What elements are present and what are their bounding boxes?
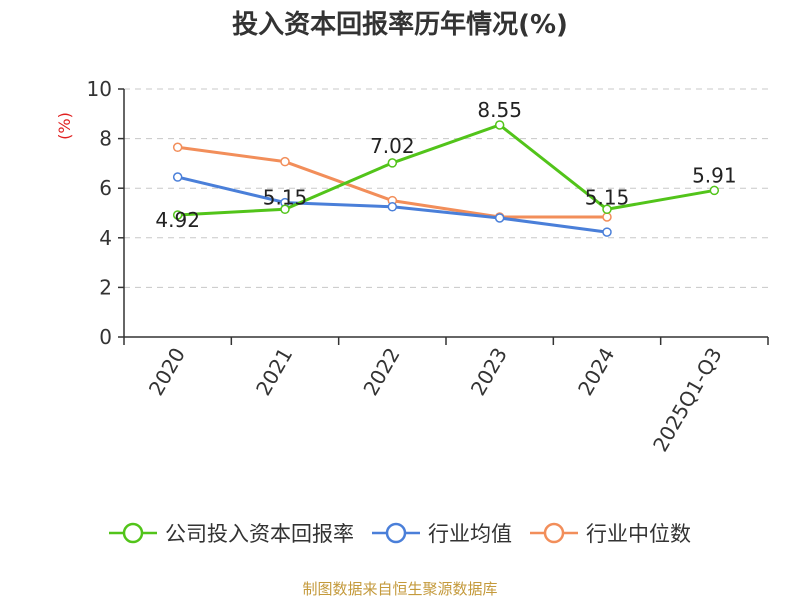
legend-item[interactable]: 公司投入资本回报率 — [109, 518, 354, 548]
y-tick-label: 6 — [99, 176, 112, 200]
legend-label: 公司投入资本回报率 — [165, 522, 354, 546]
source-note: 制图数据来自恒生聚源数据库 — [302, 580, 498, 598]
data-point — [602, 204, 612, 215]
y-axis-label: (%) — [55, 112, 74, 140]
y-tick-label: 8 — [99, 127, 112, 151]
legend-swatch — [530, 522, 578, 544]
data-point — [387, 202, 398, 212]
data-point — [280, 156, 290, 167]
legend-item[interactable]: 行业中位数 — [530, 518, 691, 548]
legend-label: 行业均值 — [428, 522, 512, 546]
legend-swatch — [109, 522, 157, 544]
data-label: 4.92 — [155, 208, 200, 232]
data-label: 5.15 — [585, 185, 630, 209]
chart-title: 投入资本回报率历年情况(%) — [232, 10, 568, 40]
y-tick-label: 4 — [99, 226, 112, 250]
data-label: 5.15 — [263, 185, 308, 209]
data-point — [280, 204, 290, 215]
x-tick-label: 2021 — [251, 344, 297, 400]
y-tick-label: 0 — [99, 325, 112, 349]
legend-label: 行业中位数 — [586, 522, 691, 546]
data-point — [172, 210, 183, 220]
data-point — [494, 120, 505, 130]
data-label: 7.02 — [370, 134, 415, 158]
data-point — [709, 185, 720, 196]
data-label: 8.55 — [477, 98, 522, 122]
chart-legend: 公司投入资本回报率 行业均值 行业中位数 — [0, 518, 800, 548]
x-tick-label: 2020 — [144, 344, 190, 400]
legend-item[interactable]: 行业均值 — [372, 518, 512, 548]
y-tick-label: 10 — [87, 77, 112, 101]
x-tick-label: 2024 — [573, 344, 619, 400]
data-point — [602, 227, 612, 237]
x-tick-label: 2023 — [466, 343, 512, 399]
data-point — [494, 213, 505, 223]
series-line — [177, 123, 715, 217]
data-label: 5.91 — [692, 163, 737, 187]
data-point — [172, 172, 183, 182]
data-point — [172, 142, 183, 153]
legend-swatch — [372, 522, 420, 544]
data-point — [387, 158, 398, 168]
data-point — [602, 212, 612, 222]
y-tick-label: 2 — [99, 275, 112, 299]
x-tick-label: 2022 — [358, 344, 404, 400]
x-tick-label: 2025Q1-Q3 — [648, 344, 727, 456]
